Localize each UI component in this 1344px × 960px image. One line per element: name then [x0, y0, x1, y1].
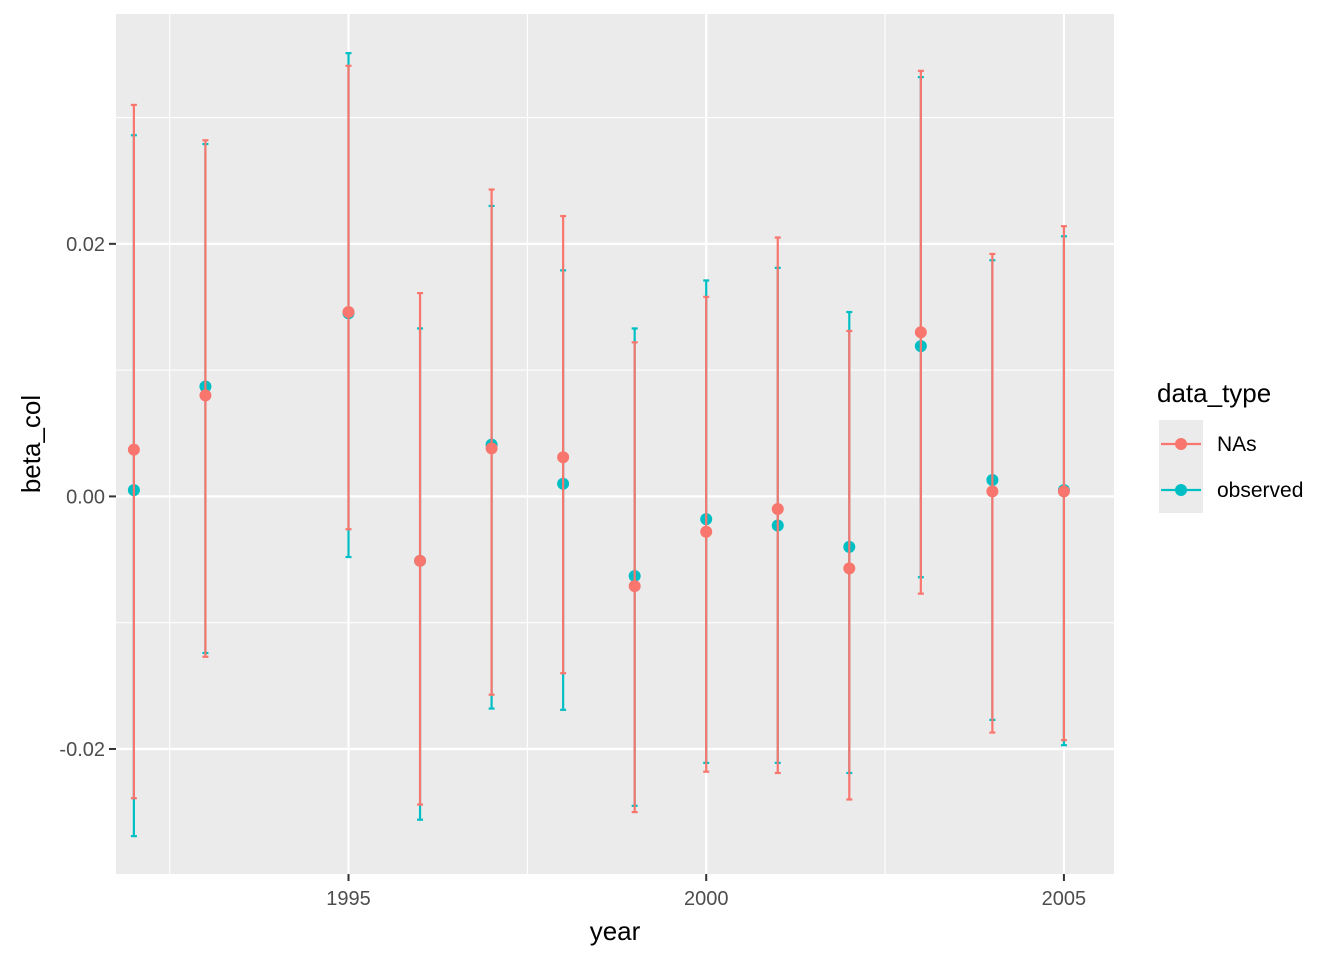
data-point — [199, 389, 212, 402]
data-point — [771, 503, 784, 516]
series-nas — [127, 64, 1070, 814]
data-point — [628, 580, 641, 593]
data-point — [557, 451, 570, 464]
data-point — [1057, 485, 1070, 498]
legend: data_type NAs observed — [1157, 378, 1303, 513]
data-point — [414, 554, 427, 567]
x-tick-label: 2005 — [1042, 888, 1087, 910]
series-layer — [127, 52, 1070, 838]
legend-label: observed — [1217, 479, 1303, 502]
legend-title: data_type — [1157, 378, 1271, 408]
data-point — [700, 525, 713, 538]
data-point — [342, 306, 355, 319]
x-axis-title: year — [590, 916, 641, 946]
x-tick-label: 1995 — [326, 888, 371, 910]
data-point — [914, 326, 927, 339]
y-tick-label: -0.02 — [59, 739, 105, 761]
legend-key-background — [1159, 420, 1203, 513]
plot-panel — [116, 14, 1114, 874]
data-point — [843, 562, 856, 575]
y-tick-label: 0.02 — [66, 234, 105, 256]
data-point — [127, 443, 140, 456]
axes: year beta_col 1995 2000 2005 -0.02 0.00 0.02 — [16, 234, 1086, 946]
legend-label: NAs — [1217, 433, 1257, 456]
y-axis-title: beta_col — [16, 395, 46, 493]
legend-key-point — [1175, 484, 1187, 496]
legend-key-point — [1175, 438, 1187, 450]
data-point — [485, 442, 498, 455]
data-point — [986, 485, 999, 498]
x-tick-label: 2000 — [684, 888, 729, 910]
y-tick-label: 0.00 — [66, 486, 105, 508]
